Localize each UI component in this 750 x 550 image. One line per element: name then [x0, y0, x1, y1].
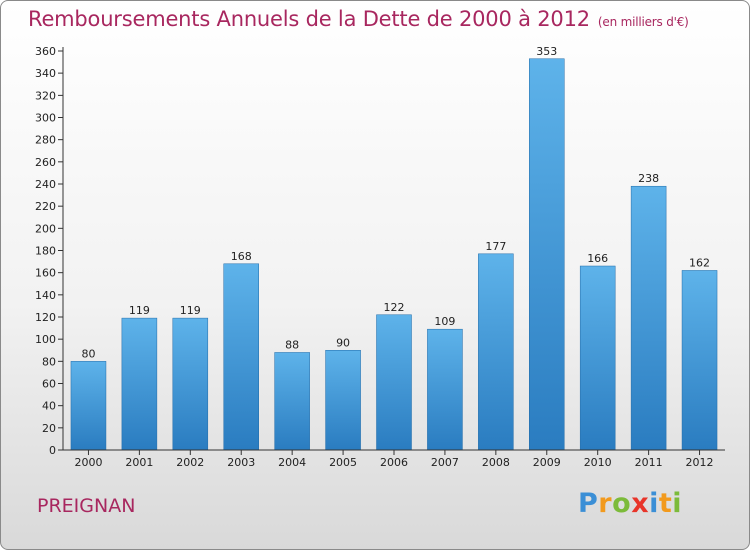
x-tick-label: 2000: [74, 456, 102, 469]
data-label: 177: [485, 240, 506, 253]
unit-note: (en milliers d'€): [597, 15, 689, 29]
x-tick-label: 2002: [176, 456, 204, 469]
proxiti-logo: Proxiti: [578, 488, 682, 519]
data-label: 122: [384, 301, 405, 314]
x-tick-label: 2003: [227, 456, 255, 469]
y-tick-label: 220: [35, 200, 56, 213]
x-tick-label: 2009: [533, 456, 561, 469]
logo-letter: P: [578, 488, 599, 519]
y-tick-label: 100: [35, 333, 56, 346]
bar: [70, 361, 107, 451]
logo-letter: t: [658, 488, 673, 519]
bar: [579, 265, 616, 451]
data-label: 353: [536, 45, 557, 58]
bar: [630, 185, 667, 451]
y-tick-label: 0: [49, 444, 56, 457]
y-tick-label: 160: [35, 267, 56, 280]
chart-title: Remboursements Annuels de la Dette de 20…: [28, 7, 689, 31]
data-label: 119: [180, 304, 201, 317]
data-label: 90: [336, 336, 350, 349]
x-tick-label: 2012: [686, 456, 714, 469]
x-tick-label: 2005: [329, 456, 357, 469]
data-label: 166: [587, 252, 608, 265]
y-tick-label: 300: [35, 112, 56, 125]
logo-letter: r: [598, 488, 613, 519]
bar: [376, 314, 412, 451]
y-tick-label: 80: [42, 355, 56, 368]
data-label: 109: [434, 315, 455, 328]
x-tick-label: 2007: [431, 456, 459, 469]
y-tick-label: 120: [35, 311, 56, 324]
x-tick-label: 2011: [635, 456, 663, 469]
y-tick-label: 240: [35, 178, 56, 191]
x-tick-label: 2010: [584, 456, 612, 469]
bar: [121, 317, 158, 451]
x-tick-label: 2001: [125, 456, 153, 469]
data-label: 162: [689, 256, 710, 269]
y-tick-label: 20: [42, 422, 56, 435]
logo-letter: o: [612, 488, 632, 519]
y-tick-label: 40: [42, 400, 56, 413]
data-label: 88: [285, 338, 299, 351]
x-tick-label: 2006: [380, 456, 408, 469]
bar: [478, 253, 514, 451]
commune-name: PREIGNAN: [37, 495, 136, 517]
data-label: 168: [231, 250, 252, 263]
logo-letter: x: [631, 488, 650, 519]
bar: [529, 58, 565, 451]
y-tick-label: 280: [35, 134, 56, 147]
y-tick-label: 260: [35, 156, 56, 169]
bar: [325, 350, 361, 451]
y-tick-label: 200: [35, 222, 56, 235]
y-tick-label: 180: [35, 245, 56, 258]
y-tick-label: 320: [35, 89, 56, 102]
x-tick-label: 2004: [278, 456, 306, 469]
y-tick-label: 340: [35, 67, 56, 80]
bar: [274, 352, 310, 451]
bar: [427, 328, 463, 451]
bar: [223, 263, 259, 451]
logo-letter: i: [672, 488, 683, 519]
data-label: 238: [638, 172, 659, 185]
x-tick-label: 2008: [482, 456, 510, 469]
y-tick-label: 60: [42, 378, 56, 391]
data-label: 119: [129, 304, 150, 317]
y-tick-label: 360: [35, 45, 56, 58]
y-tick-label: 140: [35, 289, 56, 302]
bar: [681, 270, 718, 451]
data-label: 80: [81, 347, 95, 360]
chart-title-text: Remboursements Annuels de la Dette de 20…: [28, 7, 590, 31]
logo-letter: i: [649, 488, 659, 519]
bar: [172, 317, 209, 451]
